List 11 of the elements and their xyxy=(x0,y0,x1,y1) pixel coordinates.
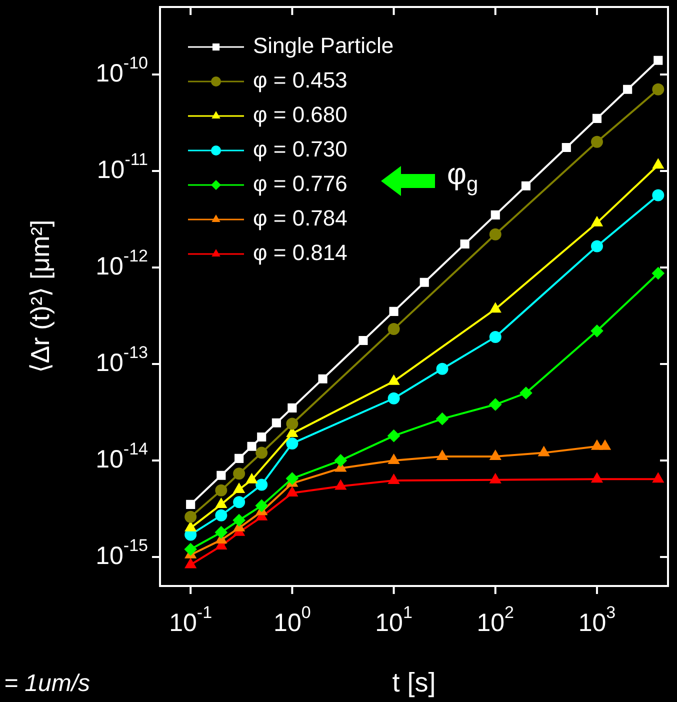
legend-label: φ = 0.814 xyxy=(253,240,348,266)
text: = 1um/s xyxy=(4,670,90,698)
legend-label: Single Particle xyxy=(253,33,394,58)
legend-label: φ = 0.453 xyxy=(253,68,348,93)
y-axis-title: ⟨Δr (t)²⟩ [μm²] xyxy=(25,220,56,374)
annotation: φ$_{g}$ xyxy=(447,158,478,197)
x-axis-title: t [s] xyxy=(392,667,436,698)
legend-label: φ = 0.776 xyxy=(253,171,348,196)
legend-label: φ = 0.730 xyxy=(253,136,348,162)
legend-label: φ = 0.680 xyxy=(253,102,348,128)
legend-label: φ = 0.784 xyxy=(253,206,348,231)
